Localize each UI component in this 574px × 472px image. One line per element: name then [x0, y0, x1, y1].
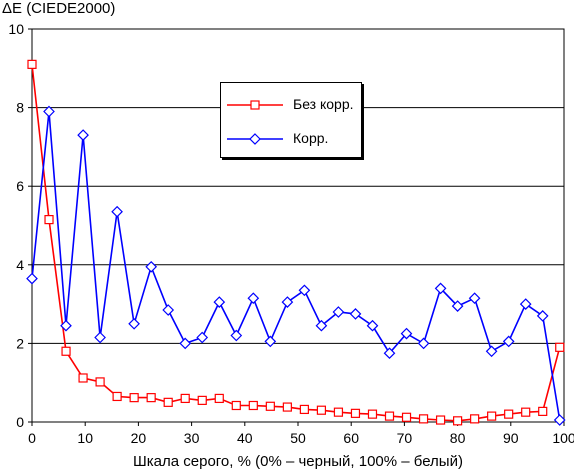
- data-point: [145, 260, 158, 273]
- data-point: [418, 414, 429, 424]
- y-tick-label: 6: [16, 178, 24, 194]
- data-point: [247, 292, 260, 305]
- data-point: [248, 400, 258, 411]
- data-point: [451, 300, 464, 312]
- data-point: [315, 319, 328, 332]
- data-point: [453, 416, 463, 426]
- x-tick-label: 100: [552, 430, 574, 446]
- data-point: [434, 282, 447, 295]
- data-point: [128, 317, 140, 330]
- legend-item-korr: Корр.: [221, 129, 361, 149]
- data-point: [367, 409, 378, 419]
- legend-label: Без корр.: [293, 96, 354, 112]
- y-tick-label: 0: [16, 414, 24, 430]
- data-point: [282, 402, 292, 412]
- data-point: [281, 296, 294, 308]
- data-point: [538, 406, 548, 416]
- data-point: [487, 411, 497, 421]
- data-point: [332, 306, 345, 318]
- x-tick-label: 50: [290, 430, 306, 446]
- data-point: [146, 393, 156, 403]
- data-point: [519, 298, 532, 310]
- data-point: [230, 329, 243, 342]
- x-tick-label: 0: [28, 430, 36, 446]
- data-point: [60, 319, 72, 332]
- legend-swatch-blue: [227, 133, 283, 145]
- data-point: [366, 319, 379, 332]
- x-tick-label: 60: [343, 430, 359, 446]
- data-point: [77, 129, 89, 141]
- data-point: [333, 407, 344, 417]
- data-point: [502, 335, 515, 348]
- data-point: [129, 393, 139, 403]
- data-point: [521, 407, 531, 417]
- data-point: [299, 404, 309, 415]
- data-point: [485, 345, 498, 358]
- data-point: [163, 397, 173, 407]
- legend: Без корр. Корр.: [220, 82, 362, 158]
- x-axis-label: Шкала серого, % (0% – черный, 100% – бел…: [133, 453, 463, 470]
- data-point: [468, 292, 481, 305]
- data-point: [94, 331, 106, 344]
- data-point: [44, 215, 54, 225]
- legend-label: Корр.: [293, 130, 329, 146]
- data-point: [78, 373, 88, 383]
- data-point: [400, 327, 413, 340]
- y-tick-label: 8: [16, 100, 24, 116]
- data-point: [265, 401, 275, 411]
- data-point: [162, 304, 175, 316]
- y-tick-label: 2: [16, 335, 24, 351]
- chart-title: ΔE (CIEDE2000): [2, 0, 116, 17]
- legend-swatch-red: [227, 100, 283, 110]
- data-point: [214, 393, 224, 404]
- series-group: [26, 59, 566, 426]
- x-tick-label: 80: [450, 430, 466, 446]
- data-point: [231, 400, 241, 411]
- x-tick-label: 30: [184, 430, 200, 446]
- data-point: [384, 411, 395, 421]
- data-point: [213, 296, 226, 308]
- data-point: [95, 377, 105, 387]
- data-point: [43, 105, 55, 118]
- y-tick-label: 10: [8, 21, 24, 37]
- data-point: [180, 393, 190, 404]
- x-tick-label: 90: [503, 430, 519, 446]
- x-tick-label: 40: [237, 430, 253, 446]
- data-point: [112, 391, 122, 402]
- data-point: [350, 408, 361, 418]
- data-point: [349, 308, 362, 320]
- legend-item-bez-korr: Без корр.: [221, 95, 361, 115]
- data-point: [555, 342, 565, 352]
- data-point: [504, 409, 514, 419]
- data-point: [111, 205, 123, 218]
- data-point: [316, 405, 327, 415]
- data-point: [536, 310, 549, 322]
- data-point: [470, 414, 480, 424]
- data-point: [179, 337, 192, 350]
- data-point: [197, 395, 207, 405]
- y-tick-label: 4: [16, 257, 24, 273]
- data-point: [61, 346, 71, 356]
- x-tick-label: 10: [77, 430, 93, 446]
- data-point: [196, 331, 209, 344]
- data-point: [553, 414, 566, 426]
- data-point: [298, 284, 311, 297]
- x-tick-label: 70: [397, 430, 413, 446]
- data-point: [401, 412, 412, 422]
- data-point: [264, 335, 277, 348]
- data-point: [26, 272, 38, 285]
- data-point: [417, 337, 430, 350]
- x-tick-label: 20: [131, 430, 147, 446]
- data-point: [383, 347, 396, 360]
- data-point: [435, 415, 446, 425]
- data-point: [27, 59, 37, 69]
